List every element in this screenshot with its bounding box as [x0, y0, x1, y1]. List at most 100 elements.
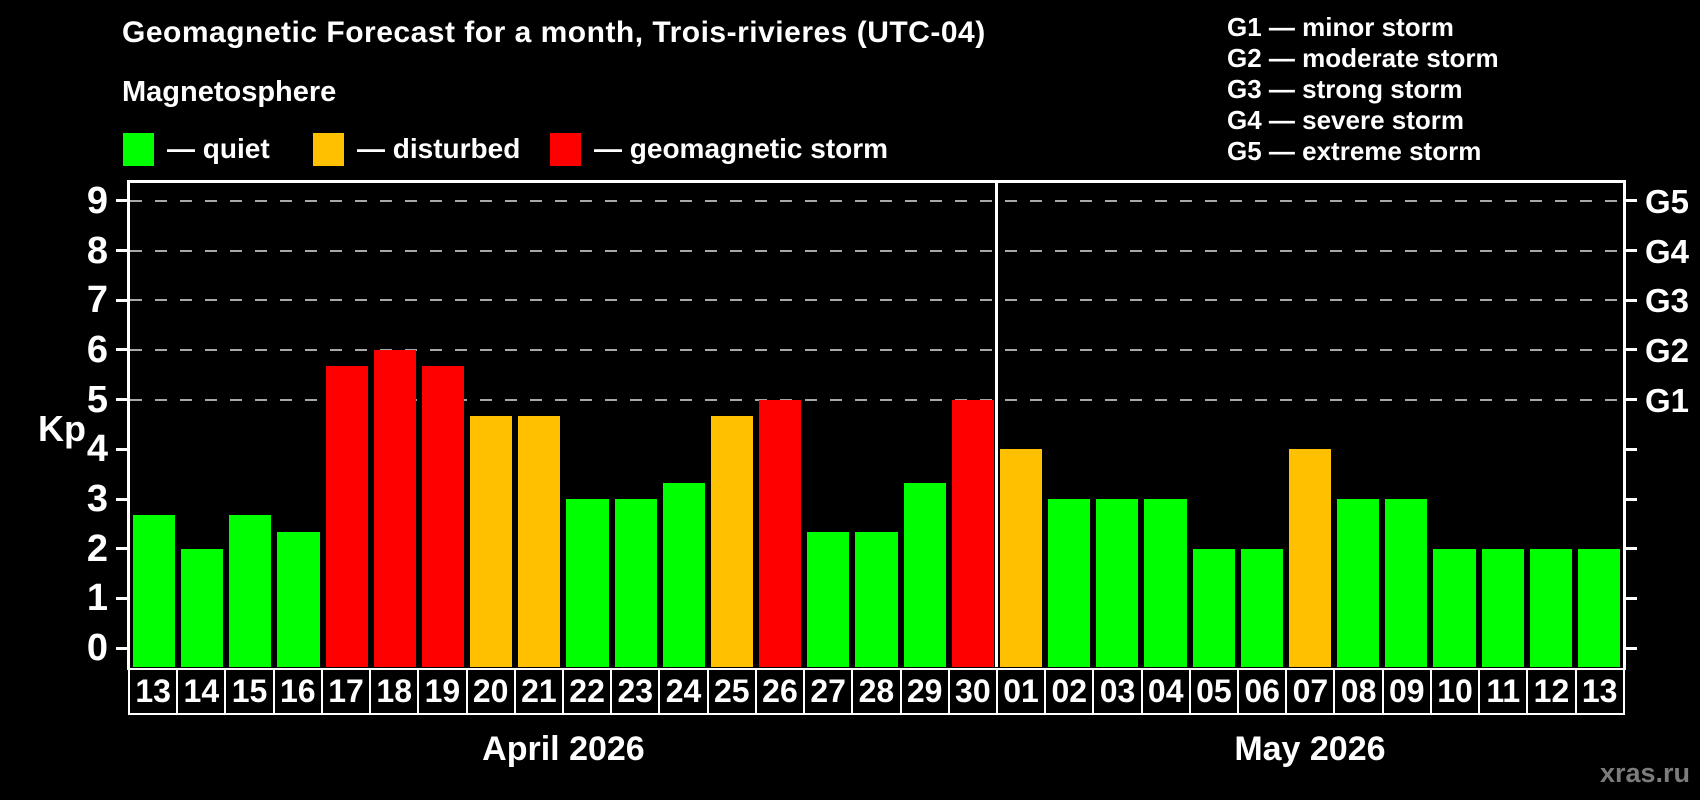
day-label-22: 22 — [561, 668, 613, 715]
day-label-10: 10 — [1429, 668, 1481, 715]
left-tick-2 — [116, 547, 129, 551]
y-tick-label-3: 3 — [86, 478, 108, 521]
g-scale-legend: G1 — minor storm G2 — moderate storm G3 … — [1227, 12, 1499, 167]
g-scale-legend-line: G3 — strong storm — [1227, 74, 1463, 104]
y-tick-label-1: 1 — [86, 577, 108, 620]
kp-bar-day-21 — [518, 416, 561, 667]
day-label-21: 21 — [513, 668, 564, 715]
kp-bar-day-01 — [999, 449, 1043, 667]
kp-bar-day-08 — [1337, 499, 1380, 667]
storm-color-swatch — [550, 132, 581, 166]
y-tick-label-6: 6 — [86, 328, 108, 371]
watermark: xras.ru — [1599, 758, 1690, 788]
day-label-16: 16 — [272, 668, 323, 715]
day-axis: 13 14 15 16 17 18 19 20 21 22 23 24 25 26 27 28 29 30 01 02… — [128, 668, 1625, 715]
right-axis-label-G4: G4 — [1645, 232, 1690, 270]
g-scale-legend-line: G5 — extreme storm — [1227, 136, 1482, 166]
left-tick-1 — [116, 596, 129, 600]
kp-bar-day-07 — [1288, 449, 1332, 667]
left-tick-6 — [116, 348, 129, 352]
legend-label: — geomagnetic storm — [594, 133, 889, 164]
legend-label: — quiet — [167, 133, 270, 164]
kp-bar-day-22 — [566, 499, 609, 667]
plot-frame — [127, 180, 1626, 670]
legend-item-quiet: — quiet — [123, 132, 270, 166]
kp-bar-day-06 — [1240, 548, 1283, 667]
day-label-03: 03 — [1092, 668, 1143, 715]
gridline-kp5 — [130, 398, 1623, 401]
kp-bar-day-27 — [807, 532, 850, 667]
day-label-05: 05 — [1188, 668, 1240, 715]
kp-bar-day-03 — [1096, 499, 1139, 667]
right-axis-label-G3: G3 — [1645, 282, 1690, 320]
kp-bar-day-17 — [325, 366, 368, 667]
magnetosphere-subtitle: Magnetosphere — [122, 76, 337, 108]
y-tick-label-7: 7 — [86, 279, 108, 322]
day-label-23: 23 — [610, 668, 661, 715]
day-label-01: 01 — [995, 668, 1047, 715]
right-axis-label-G5: G5 — [1645, 182, 1690, 220]
kp-bar-day-20 — [470, 416, 513, 667]
day-label-26: 26 — [754, 668, 806, 715]
kp-bar-day-05 — [1192, 548, 1235, 667]
y-tick-label-8: 8 — [86, 229, 108, 272]
month-divider-line — [995, 183, 999, 667]
right-tick-7 — [1624, 298, 1637, 302]
kp-bar-day-02 — [1048, 499, 1091, 667]
day-label-08: 08 — [1333, 668, 1384, 715]
kp-bar-day-30 — [951, 399, 994, 667]
quiet-color-swatch — [123, 132, 154, 166]
gridline-kp7 — [130, 299, 1623, 302]
right-tick-6 — [1624, 348, 1637, 352]
y-tick-label-9: 9 — [86, 179, 108, 222]
right-tick-0 — [1624, 646, 1637, 650]
day-label-06: 06 — [1237, 668, 1288, 715]
kp-bar-day-09 — [1385, 499, 1428, 667]
g-scale-legend-line: G4 — severe storm — [1227, 105, 1465, 135]
page-title: Geomagnetic Forecast for a month, Trois-… — [122, 16, 986, 49]
kp-bar-day-13 — [133, 515, 176, 667]
right-tick-1 — [1624, 596, 1637, 600]
day-label-14: 14 — [176, 668, 227, 715]
left-tick-8 — [116, 249, 129, 253]
kp-bar-day-14 — [181, 548, 224, 667]
right-tick-2 — [1624, 547, 1637, 551]
kp-bar-day-25 — [710, 416, 754, 667]
day-label-13: 13 — [1574, 668, 1625, 715]
legend-item-disturbed: — disturbed — [313, 132, 520, 166]
g-scale-legend-line: G2 — moderate storm — [1227, 43, 1499, 73]
kp-bar-day-11 — [1481, 548, 1524, 667]
day-label-11: 11 — [1478, 668, 1529, 715]
right-axis-label-G2: G2 — [1645, 331, 1690, 369]
day-label-04: 04 — [1140, 668, 1191, 715]
kp-bar-day-12 — [1529, 548, 1572, 667]
right-tick-8 — [1624, 249, 1637, 253]
day-label-09: 09 — [1381, 668, 1432, 715]
day-label-29: 29 — [899, 668, 950, 715]
day-label-17: 17 — [320, 668, 372, 715]
kp-bar-day-18 — [373, 349, 416, 667]
kp-bar-day-19 — [421, 366, 465, 667]
y-axis-title: Kp — [38, 408, 86, 449]
day-label-12: 12 — [1526, 668, 1577, 715]
kp-bar-day-04 — [1144, 499, 1187, 667]
left-tick-9 — [116, 199, 129, 203]
gridline-kp9 — [130, 199, 1623, 202]
day-label-13: 13 — [128, 668, 179, 715]
right-tick-3 — [1624, 497, 1637, 501]
left-tick-7 — [116, 298, 129, 302]
kp-bar-day-13 — [1577, 548, 1620, 667]
kp-bar-day-16 — [277, 532, 320, 667]
gridline-kp8 — [130, 249, 1623, 252]
right-tick-5 — [1624, 398, 1637, 402]
y-tick-label-4: 4 — [86, 428, 108, 471]
kp-bar-day-28 — [855, 532, 898, 667]
left-tick-4 — [116, 447, 129, 451]
day-label-15: 15 — [224, 668, 275, 715]
month-label-april: April 2026 — [482, 729, 645, 768]
left-tick-0 — [116, 646, 129, 650]
day-label-30: 30 — [947, 668, 998, 715]
kp-bar-day-26 — [759, 399, 802, 667]
legend-item-storm: — geomagnetic storm — [550, 132, 888, 166]
